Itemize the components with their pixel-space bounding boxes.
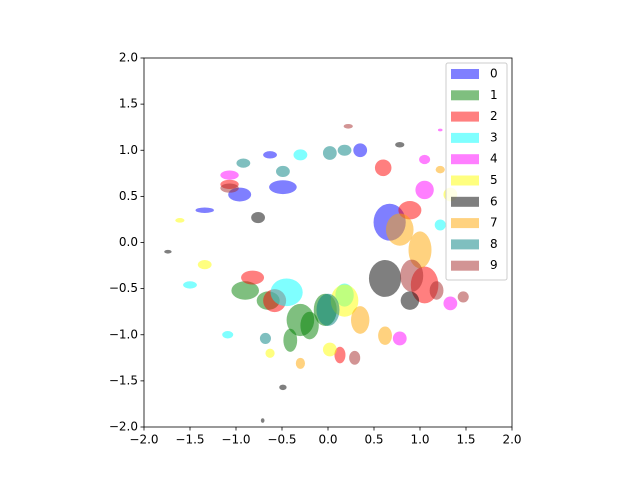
legend-label: 6 bbox=[490, 194, 498, 208]
ellipse bbox=[351, 306, 370, 334]
ellipse bbox=[322, 146, 337, 160]
ellipse bbox=[183, 281, 197, 289]
ellipse bbox=[269, 180, 297, 195]
ellipse bbox=[175, 218, 185, 223]
ellipse bbox=[276, 165, 290, 178]
ellipse bbox=[429, 281, 444, 300]
ellipse bbox=[434, 219, 446, 231]
ellipse bbox=[334, 346, 346, 364]
legend-swatch bbox=[451, 154, 479, 165]
ellipse bbox=[408, 231, 432, 269]
legend-label: 0 bbox=[490, 67, 498, 81]
ellipse bbox=[395, 141, 405, 148]
ellipse bbox=[322, 342, 337, 357]
ellipse bbox=[337, 144, 352, 156]
legend-label: 9 bbox=[490, 258, 498, 272]
legend-swatch bbox=[451, 260, 479, 271]
legend: 0 1 2 3 4 5 6 7 8 9 bbox=[445, 62, 508, 281]
ellipse bbox=[265, 348, 275, 358]
ellipse bbox=[164, 249, 172, 254]
y-tick-label: 1.5 bbox=[119, 97, 138, 111]
ellipse bbox=[353, 143, 368, 158]
ellipse bbox=[415, 180, 434, 200]
ellipse bbox=[374, 159, 392, 177]
ellipse bbox=[385, 213, 414, 246]
y-tick-label: 1.0 bbox=[119, 143, 138, 157]
ellipse bbox=[220, 170, 239, 180]
legend-label: 1 bbox=[490, 88, 498, 102]
y-tick-label: 0.0 bbox=[119, 235, 138, 249]
ellipse bbox=[316, 293, 340, 326]
y-tick-label: −1.5 bbox=[109, 373, 138, 387]
ellipse bbox=[295, 357, 305, 369]
ellipse bbox=[457, 291, 469, 303]
ellipse bbox=[251, 212, 265, 224]
x-tick-label: 2.0 bbox=[502, 433, 521, 447]
legend-swatch bbox=[451, 69, 479, 79]
x-tick-label: 1.5 bbox=[456, 433, 475, 447]
ellipse bbox=[300, 311, 319, 340]
x-tick-label: −1.0 bbox=[221, 433, 250, 447]
ellipse bbox=[343, 123, 353, 129]
ellipse bbox=[236, 158, 251, 168]
legend-swatch bbox=[451, 175, 479, 186]
ellipse bbox=[293, 149, 308, 161]
ellipse bbox=[197, 260, 212, 270]
x-tick-label: 1.0 bbox=[410, 433, 429, 447]
ellipse bbox=[231, 281, 259, 300]
ellipse bbox=[259, 332, 271, 344]
legend-swatch bbox=[451, 239, 479, 250]
ellipse bbox=[195, 207, 214, 213]
x-tick-label: −2.0 bbox=[129, 433, 158, 447]
legend-label: 4 bbox=[490, 152, 498, 166]
ellipse bbox=[283, 328, 298, 352]
x-tick-label: −0.5 bbox=[267, 433, 296, 447]
ellipse bbox=[435, 165, 445, 174]
legend-swatch bbox=[451, 111, 479, 122]
ellipse bbox=[368, 260, 402, 297]
legend-label: 3 bbox=[490, 130, 498, 144]
legend-label: 2 bbox=[490, 109, 498, 123]
legend-swatch bbox=[451, 90, 479, 101]
ellipse bbox=[392, 331, 407, 346]
legend-label: 8 bbox=[490, 237, 498, 251]
ellipse bbox=[400, 291, 420, 310]
y-tick-label: 2.0 bbox=[119, 51, 138, 65]
x-tick-label: 0.5 bbox=[364, 433, 383, 447]
ellipse bbox=[419, 154, 431, 165]
x-tick-label: −1.5 bbox=[175, 433, 204, 447]
y-tick-label: −1.0 bbox=[109, 327, 138, 341]
ellipse bbox=[400, 259, 424, 292]
ellipse bbox=[220, 183, 239, 193]
ellipse bbox=[437, 128, 443, 132]
y-tick-label: −0.5 bbox=[109, 281, 138, 295]
ellipse bbox=[241, 270, 265, 285]
legend-swatch bbox=[451, 132, 479, 143]
legend-label: 7 bbox=[490, 216, 498, 230]
ellipse bbox=[263, 151, 277, 159]
ellipse bbox=[260, 418, 265, 423]
ellipse bbox=[222, 331, 234, 339]
ellipse bbox=[349, 350, 361, 365]
plot-area bbox=[164, 123, 469, 423]
ellipse bbox=[279, 384, 287, 391]
ellipse bbox=[378, 326, 392, 345]
ellipse bbox=[270, 278, 303, 307]
y-tick-label: −2.0 bbox=[109, 420, 138, 434]
x-tick-label: 0.0 bbox=[318, 433, 337, 447]
legend-label: 5 bbox=[490, 173, 498, 187]
ellipse bbox=[443, 296, 458, 311]
y-tick-label: 0.5 bbox=[119, 189, 138, 203]
legend-swatch bbox=[451, 196, 479, 207]
legend-swatch bbox=[451, 218, 479, 229]
